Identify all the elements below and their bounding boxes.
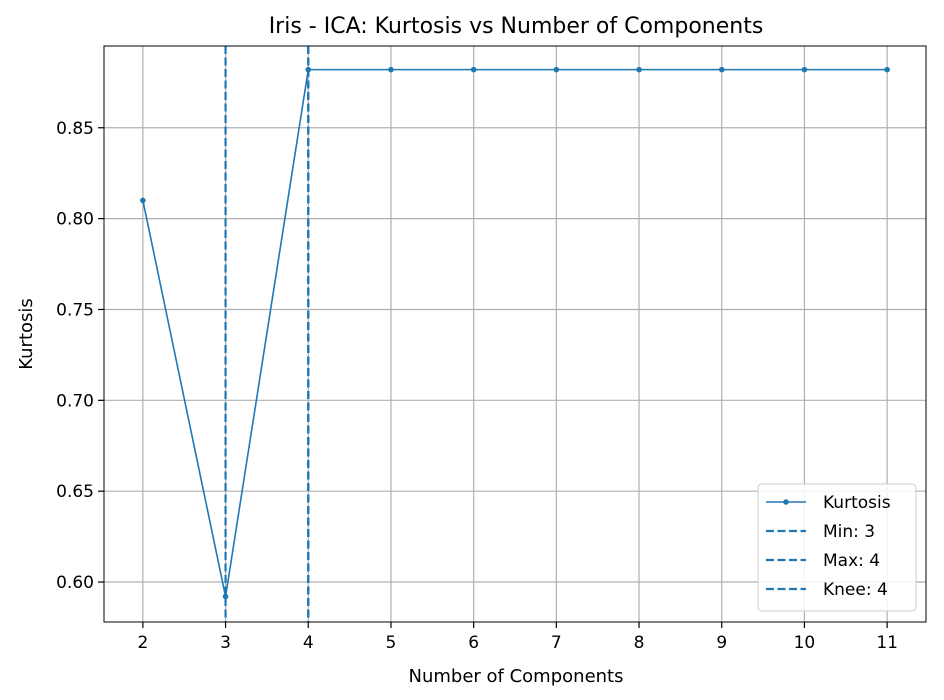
- data-point: [553, 66, 560, 73]
- legend-label: Kurtosis: [823, 493, 891, 513]
- x-tick-label: 8: [634, 633, 645, 653]
- x-tick-label: 4: [303, 633, 314, 653]
- data-point: [222, 593, 229, 600]
- x-tick-label: 9: [716, 633, 727, 653]
- y-tick-label: 0.75: [56, 300, 94, 320]
- plot-frame: [103, 45, 927, 623]
- series-kurtosis: [140, 66, 890, 600]
- y-tick-label: 0.85: [56, 119, 94, 139]
- y-tick-label: 0.65: [56, 482, 94, 502]
- data-point: [801, 66, 808, 73]
- y-tick-label: 0.70: [56, 391, 94, 411]
- data-point: [140, 197, 146, 204]
- x-tick-label: 7: [551, 633, 562, 653]
- data-point: [636, 66, 642, 73]
- y-tick-label: 0.80: [56, 210, 94, 230]
- legend-label: Max: 4: [823, 551, 880, 571]
- legend-label: Knee: 4: [823, 580, 888, 600]
- x-tick-label: 3: [220, 633, 231, 653]
- legend-swatch-marker: [783, 499, 789, 505]
- data-point: [470, 66, 477, 73]
- y-axis-label: Kurtosis: [16, 298, 37, 370]
- chart-title: Iris - ICA: Kurtosis vs Number of Compon…: [269, 14, 764, 39]
- legend-box: [757, 483, 917, 612]
- x-tick-label: 2: [137, 633, 148, 653]
- x-tick-label: 6: [468, 633, 479, 653]
- axis-ticks: 2 3 4 5 6 7 8 9 10 11 0.60 0.65 0.70 0.75 0.80 0.85: [56, 119, 898, 653]
- data-point: [718, 66, 725, 73]
- data-point: [388, 66, 394, 73]
- y-tick-label: 0.60: [56, 573, 94, 593]
- legend: Kurtosis Min: 3 Max: 4 Knee: 4: [757, 483, 917, 612]
- x-tick-label: 11: [876, 633, 898, 653]
- data-point: [305, 66, 312, 73]
- legend-label: Min: 3: [823, 522, 875, 542]
- data-point: [884, 66, 890, 73]
- x-axis-label: Number of Components: [409, 666, 624, 687]
- reference-lines: [224, 46, 310, 622]
- series-line: [142, 68, 888, 597]
- x-tick-label: 10: [794, 633, 816, 653]
- x-tick-label: 5: [386, 633, 397, 653]
